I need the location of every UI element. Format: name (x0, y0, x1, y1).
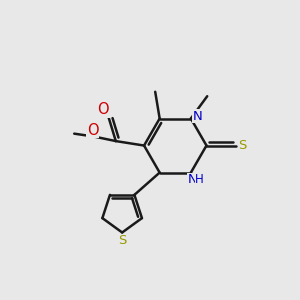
Text: S: S (238, 139, 247, 152)
Text: O: O (97, 102, 109, 117)
Text: S: S (118, 234, 126, 247)
Text: N: N (193, 110, 202, 123)
Text: N: N (188, 173, 197, 187)
Text: O: O (87, 123, 99, 138)
Text: H: H (195, 173, 204, 187)
